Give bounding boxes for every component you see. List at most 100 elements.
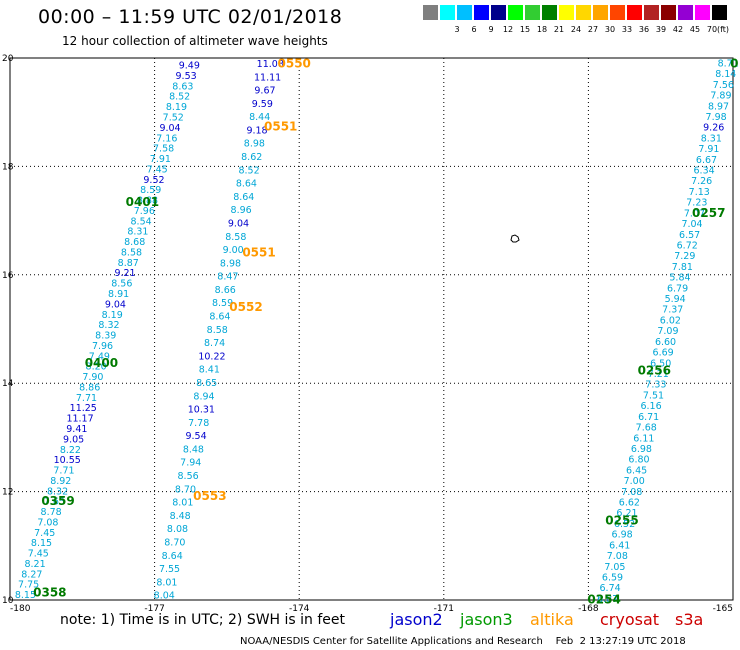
- source-jason2: jason2: [390, 610, 443, 629]
- wave-height-point: 9.49: [179, 61, 200, 72]
- wave-height-point: 8.39: [95, 331, 116, 342]
- x-tick-label: -168: [578, 604, 599, 614]
- legend-label: 27: [587, 25, 599, 34]
- wave-height-point: 8.74: [204, 338, 225, 349]
- wave-height-point: 7.94: [180, 458, 201, 469]
- legend-swatch: [508, 5, 523, 20]
- legend-label: 21: [553, 25, 565, 34]
- wave-height-point: 8.98: [220, 258, 241, 269]
- pass-time-label: 0551: [264, 119, 297, 133]
- wave-height-point: 7.71: [76, 393, 97, 404]
- wave-height-point: 9.21: [114, 268, 135, 279]
- source-cryosat: cryosat: [600, 610, 660, 629]
- wave-height-point: 8.64: [236, 179, 257, 190]
- y-tick-label: 18: [2, 162, 14, 172]
- wave-height-point: 8.27: [21, 569, 42, 580]
- wave-height-point: 8.66: [215, 285, 236, 296]
- wave-height-point: 7.00: [624, 476, 645, 487]
- x-tick-label: -165: [713, 604, 733, 614]
- wave-height-point: 8.48: [170, 511, 191, 522]
- wave-height-point: 9.26: [703, 123, 724, 134]
- wave-height-point: 8.97: [708, 101, 729, 112]
- wave-height-point: 8.94: [193, 391, 214, 402]
- legend-swatch: [542, 5, 557, 20]
- wave-height-point: 8.68: [124, 237, 145, 248]
- pass-time-label: 0551: [242, 246, 275, 260]
- legend-label: 33: [621, 25, 633, 34]
- chart-subtitle: 12 hour collection of altimeter wave hei…: [62, 34, 328, 48]
- wave-height-point: 8.59: [212, 298, 233, 309]
- wave-height-point: 8.44: [249, 112, 270, 123]
- wave-height-point: 5.94: [665, 294, 686, 305]
- legend-swatch: [440, 5, 455, 20]
- wave-height-point: 8.70: [175, 484, 196, 495]
- wave-height-point: 7.29: [674, 251, 695, 262]
- wave-height-point: 8.63: [172, 81, 193, 92]
- legend-swatch: [491, 5, 506, 20]
- wave-height-point: 6.87: [597, 594, 618, 605]
- wave-height-point: 7.45: [147, 164, 168, 175]
- legend-label: 36: [638, 25, 650, 34]
- wave-height-point: 7.51: [643, 390, 664, 401]
- wave-height-point: 7.09: [657, 326, 678, 337]
- legend-label: 42: [672, 25, 684, 34]
- wave-height-point: 8.92: [50, 476, 71, 487]
- wave-height-point: 7.75: [18, 580, 39, 591]
- wave-height-point: 9.41: [66, 424, 87, 435]
- wave-height-point: 7.89: [710, 91, 731, 102]
- wave-height-point: 8.04: [154, 591, 175, 602]
- x-tick-label: -177: [144, 604, 164, 614]
- wave-height-point: 8.20: [86, 362, 107, 373]
- wave-height-point: 8.21: [24, 559, 45, 570]
- wave-height-point: 8.19: [166, 102, 187, 113]
- wave-height-point: 7.45: [28, 549, 49, 560]
- wave-height-point: 9.59: [252, 99, 273, 110]
- legend-label: 15: [519, 25, 531, 34]
- wave-height-points: 8.157.758.278.217.458.157.457.088.787.65…: [15, 58, 739, 604]
- wave-height-point: 9.52: [143, 175, 164, 186]
- wave-height-point: 7.71: [53, 466, 74, 477]
- wave-height-point: 9.05: [63, 434, 84, 445]
- legend-label: 9: [488, 25, 494, 34]
- wave-height-point: 8.31: [127, 227, 148, 238]
- wave-height-point: 7.58: [153, 144, 174, 155]
- wave-height-point: 6.69: [653, 348, 674, 359]
- wave-height-point: 8.15: [31, 538, 52, 549]
- wave-height-point: 6.98: [631, 444, 652, 455]
- wave-height-point: 6.11: [633, 433, 654, 444]
- wave-height-point: 5.84: [669, 273, 690, 284]
- y-tick-label: 16: [2, 271, 14, 281]
- wave-height-point: 6.79: [667, 283, 688, 294]
- wave-height-point: 7.16: [156, 133, 177, 144]
- wave-height-point: 8.47: [217, 272, 238, 283]
- wave-height-point: 8.31: [701, 133, 722, 144]
- x-tick-label: -171: [434, 604, 454, 614]
- wave-height-point: 7.98: [706, 112, 727, 123]
- wave-height-point: 9.53: [176, 71, 197, 82]
- wave-height-point: 7.23: [686, 198, 707, 209]
- wave-height-point: 7.08: [607, 551, 628, 562]
- wave-height-point: 7.13: [689, 187, 710, 198]
- wave-height-point: 6.57: [679, 230, 700, 241]
- wave-height-point: 8.70: [164, 537, 185, 548]
- pass-time-label: 0400: [85, 356, 118, 370]
- wave-height-point: 8.98: [244, 139, 265, 150]
- wave-height-point: 7.37: [662, 305, 683, 316]
- wave-height-point: 10.55: [54, 455, 81, 466]
- legend-swatch: [644, 5, 659, 20]
- wave-height-point: 6.59: [602, 572, 623, 583]
- legend-swatch: [661, 5, 676, 20]
- wave-height-point: 6.62: [619, 498, 640, 509]
- pass-time-label: 0254: [587, 592, 620, 606]
- wave-height-point: 9.18: [246, 125, 267, 136]
- legend-label: 6: [471, 25, 477, 34]
- wave-height-point: 8.15: [15, 590, 36, 601]
- wave-height-point: 8.32: [98, 320, 119, 331]
- wave-height-point: 9.04: [228, 218, 249, 229]
- pass-time-label: 0: [730, 56, 738, 70]
- legend-label: 18: [536, 25, 548, 34]
- wave-height-point: 7.49: [89, 351, 110, 362]
- wave-height-point: 7.68: [636, 423, 657, 434]
- pass-time-label: 0358: [33, 585, 66, 599]
